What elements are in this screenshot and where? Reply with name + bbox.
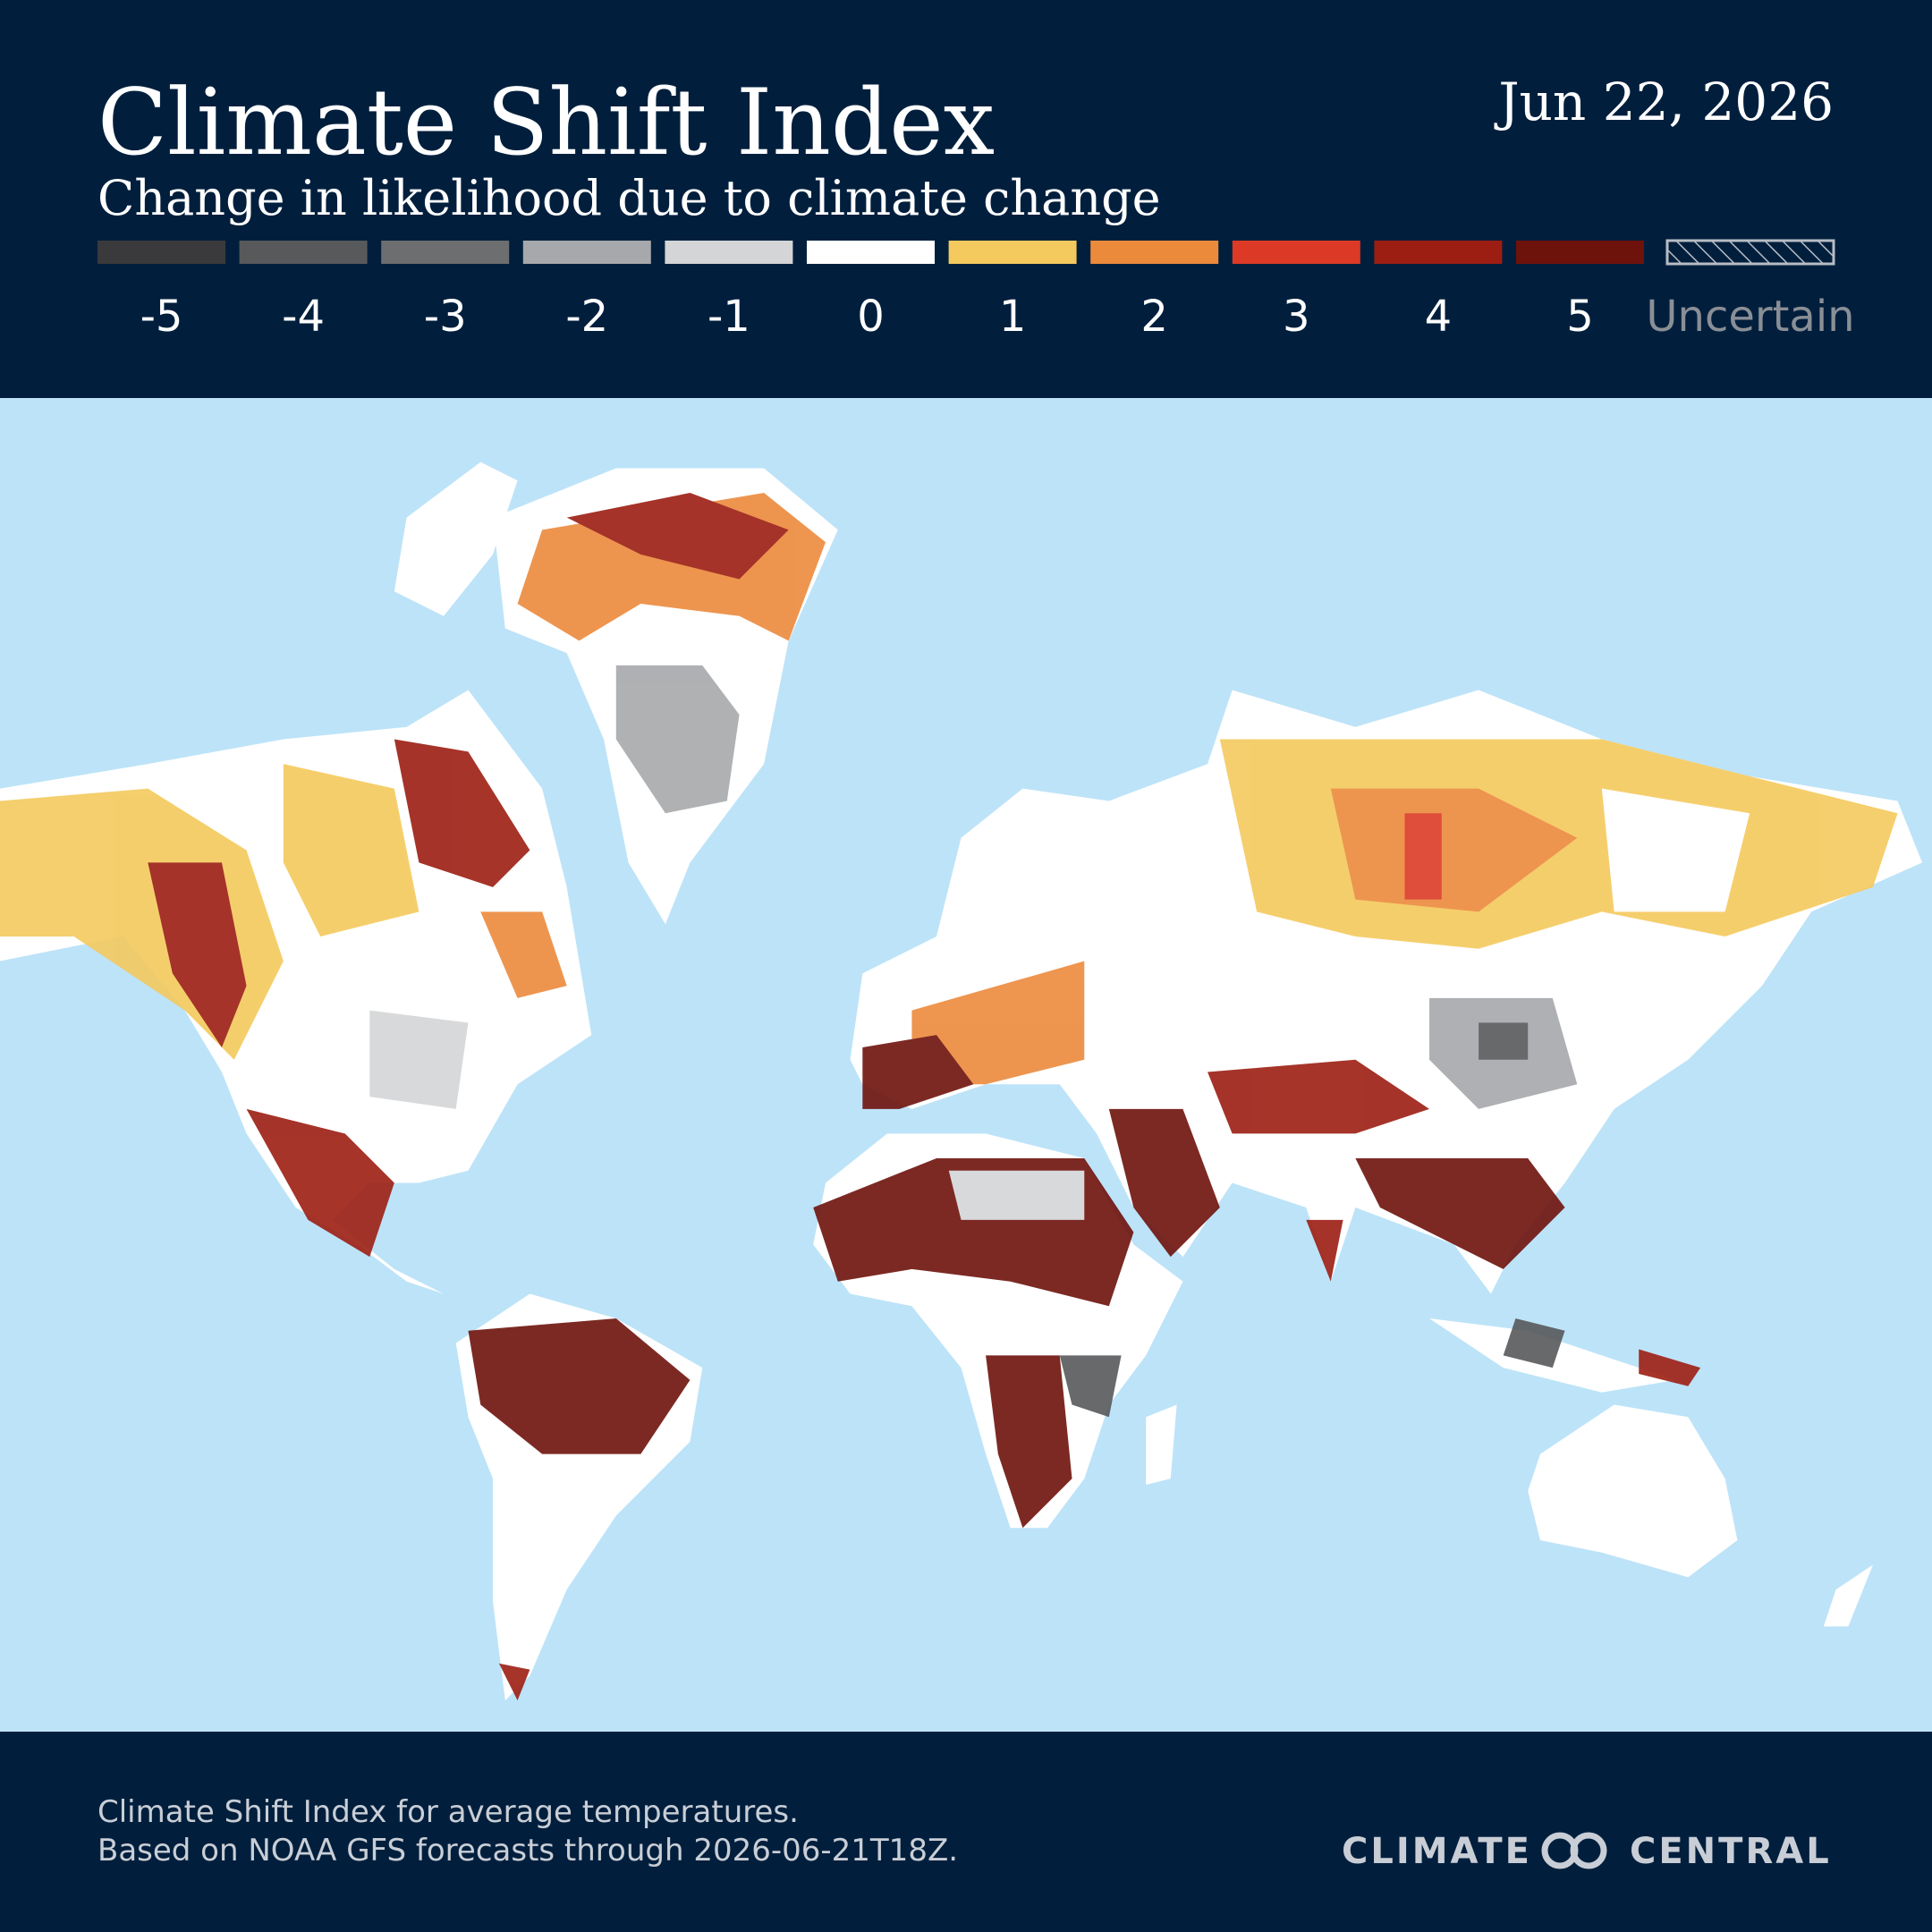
title: Climate Shift Index	[97, 70, 995, 176]
legend-label: -4	[282, 292, 325, 342]
logo-right: CENTRAL	[1630, 1831, 1832, 1872]
legend-swatch	[522, 241, 651, 264]
legend-label: -1	[708, 292, 750, 342]
legend-label: 2	[1140, 292, 1168, 342]
footer-line: Climate Shift Index for average temperat…	[97, 1794, 799, 1830]
footer-line: Based on NOAA GFS forecasts through 2026…	[97, 1833, 958, 1868]
header-bg	[0, 0, 1932, 398]
legend-swatch	[807, 241, 935, 264]
logo-icon	[1541, 1832, 1607, 1869]
date: Jun 22, 2026	[1494, 72, 1834, 132]
legend-swatch	[1516, 241, 1644, 264]
legend-swatch	[1374, 241, 1503, 264]
legend-label: -5	[140, 292, 183, 342]
uncertain-swatch	[1665, 239, 1835, 266]
legend-label: -2	[565, 292, 608, 342]
legend-label: 1	[999, 292, 1027, 342]
uncertain-label: Uncertain	[1646, 292, 1854, 342]
legend-swatch	[97, 241, 225, 264]
footer-bg	[0, 1732, 1932, 1932]
legend-swatch	[1232, 241, 1360, 264]
legend-label: 4	[1425, 292, 1453, 342]
legend-swatch	[381, 241, 510, 264]
logo-left: CLIMATE	[1342, 1831, 1532, 1872]
legend-swatch	[1090, 241, 1219, 264]
legend-label: -3	[424, 292, 467, 342]
legend-label: 0	[857, 292, 885, 342]
anomaly-areas	[0, 493, 1898, 1701]
legend-label: 5	[1566, 292, 1594, 342]
legend: Uncertain -5 -4 -3 -2 -1 0 1 2 3 4 5	[97, 239, 1855, 342]
legend-label: 3	[1283, 292, 1310, 342]
legend-swatch	[948, 241, 1077, 264]
map	[0, 462, 1923, 1701]
subtitle: Change in likelihood due to climate chan…	[97, 170, 1161, 226]
legend-swatch	[239, 241, 368, 264]
legend-swatch	[665, 241, 793, 264]
